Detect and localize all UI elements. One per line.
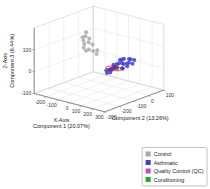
point	[81, 39, 85, 43]
point	[82, 42, 86, 46]
grid-line	[34, 28, 93, 50]
grid-line	[78, 12, 79, 78]
pane	[93, 6, 163, 90]
pane	[34, 72, 164, 112]
z-tick	[32, 93, 34, 94]
y-tick-label: 100	[166, 92, 175, 98]
legend-swatch	[146, 169, 151, 174]
legend-label: Control	[154, 151, 172, 157]
point	[129, 57, 133, 61]
grid-line	[34, 94, 104, 112]
point	[127, 61, 131, 65]
point	[81, 35, 85, 39]
legend-swatch	[146, 177, 151, 182]
grid-line	[34, 72, 93, 94]
legend-swatch	[146, 152, 151, 157]
y-tick-label: 0	[151, 98, 154, 104]
grid-line	[163, 24, 164, 90]
z-axis-line	[34, 28, 35, 94]
legend-swatch	[146, 160, 151, 165]
grid-line	[63, 17, 64, 83]
z-axis-label: Z-AxisComponent 3 (6.44%)	[2, 34, 15, 88]
z-tick-label: -100	[21, 90, 31, 96]
point	[87, 40, 91, 44]
x-axis-label: X-AxisComponent 1 (20.07%)	[33, 117, 90, 130]
legend-frame	[142, 148, 207, 187]
grid-line	[34, 50, 93, 72]
grid-line	[79, 77, 149, 95]
grid-line	[49, 88, 119, 106]
grid-line	[140, 18, 141, 84]
point	[84, 49, 88, 53]
point	[95, 52, 99, 56]
legend-label: Quality Control (QC)	[154, 168, 204, 174]
z-tick	[32, 49, 34, 50]
ellipse	[106, 66, 122, 71]
x-tick-label: 0	[66, 105, 69, 111]
y-axis-line	[105, 90, 164, 112]
x-axis-line	[34, 94, 104, 112]
grid-line	[105, 9, 106, 75]
grid-line	[105, 90, 164, 112]
x-tick-label: -100	[47, 102, 57, 108]
grid-line	[93, 6, 94, 72]
x-tick-label: 200	[84, 111, 93, 117]
pane	[34, 6, 93, 93]
x-tick-label: 100	[72, 108, 81, 114]
grid-line	[34, 28, 35, 94]
point	[131, 62, 135, 66]
grid-line	[152, 21, 153, 87]
grid-line	[93, 72, 163, 90]
point	[132, 58, 136, 62]
point	[120, 61, 124, 65]
grid-line	[93, 72, 163, 90]
x-tick-label: -200	[35, 99, 45, 105]
z-tick-label: 100	[23, 47, 32, 53]
grid-line	[93, 28, 163, 46]
point	[125, 64, 129, 68]
chart: -200-1000100200300-300-200-1000100-10001…	[0, 0, 210, 189]
y-tick-label: -200	[121, 108, 131, 114]
y-axis-label: Component 2 (13.26%)	[112, 115, 169, 121]
legend-label: Conditioning	[154, 177, 185, 183]
grid-line	[64, 83, 134, 101]
grid-line	[93, 50, 163, 68]
legend-label: Asthmatic	[154, 160, 178, 166]
point	[84, 30, 88, 34]
plot-area	[81, 30, 137, 75]
y-tick-label: -100	[136, 103, 146, 109]
point	[91, 43, 95, 47]
grid-line	[128, 15, 129, 81]
x-tick-label: 300	[95, 114, 104, 120]
grid-line	[48, 22, 49, 88]
z-tick	[32, 71, 34, 72]
legend: Control Asthmatic Quality Control (QC) Cond…	[142, 148, 207, 187]
z-tick-label: 0	[28, 68, 31, 74]
point	[87, 36, 91, 40]
point	[122, 57, 126, 61]
point	[91, 49, 95, 53]
point	[95, 48, 99, 52]
